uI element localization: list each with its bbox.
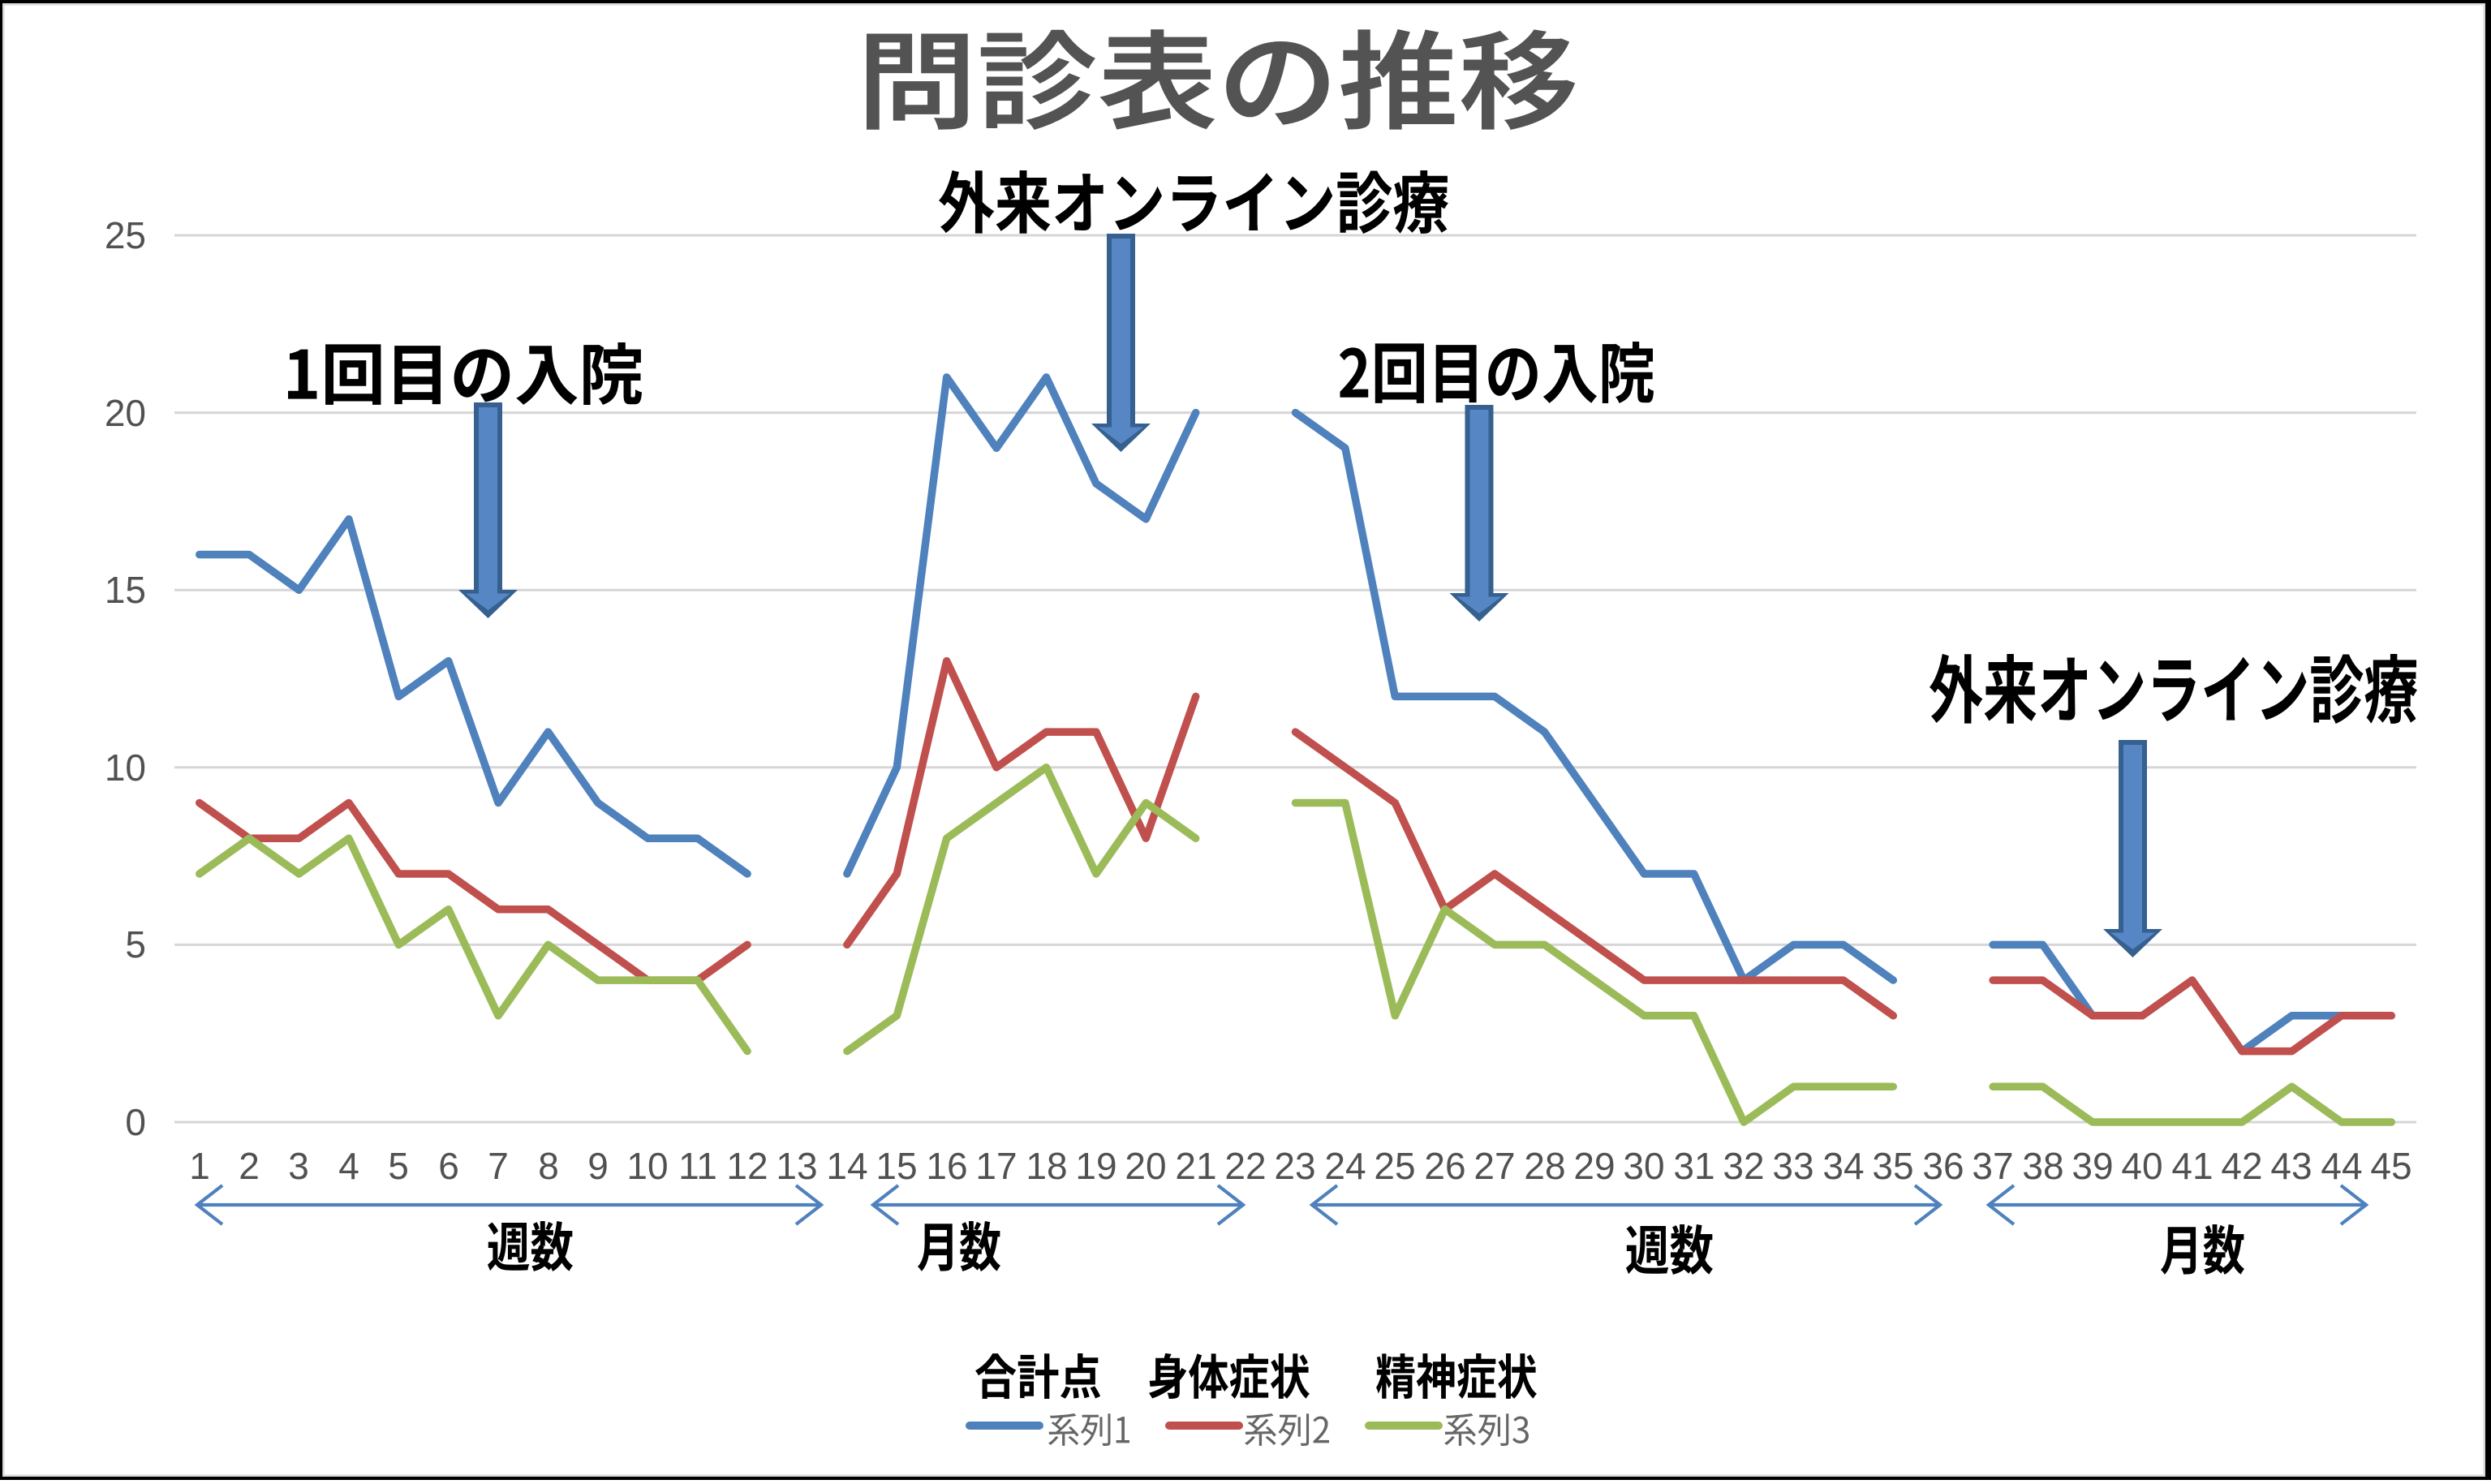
svg-text:31: 31: [1673, 1145, 1714, 1187]
svg-text:44: 44: [2321, 1145, 2362, 1187]
svg-text:18: 18: [1026, 1145, 1067, 1187]
svg-text:9: 9: [587, 1145, 609, 1187]
svg-text:25: 25: [105, 214, 146, 256]
svg-text:15: 15: [876, 1145, 917, 1187]
svg-text:40: 40: [2121, 1145, 2162, 1187]
svg-text:43: 43: [2270, 1145, 2312, 1187]
svg-text:26: 26: [1424, 1145, 1465, 1187]
svg-text:42: 42: [2221, 1145, 2262, 1187]
svg-text:4: 4: [338, 1145, 359, 1187]
svg-text:38: 38: [2022, 1145, 2063, 1187]
svg-text:15: 15: [105, 569, 146, 611]
svg-text:36: 36: [1922, 1145, 1964, 1187]
svg-text:41: 41: [2171, 1145, 2213, 1187]
svg-text:10: 10: [626, 1145, 668, 1187]
svg-text:23: 23: [1274, 1145, 1315, 1187]
svg-text:17: 17: [975, 1145, 1017, 1187]
svg-text:39: 39: [2072, 1145, 2113, 1187]
svg-text:35: 35: [1872, 1145, 1913, 1187]
svg-text:13: 13: [776, 1145, 817, 1187]
svg-text:5: 5: [125, 923, 146, 966]
svg-text:7: 7: [488, 1145, 509, 1187]
svg-text:27: 27: [1474, 1145, 1515, 1187]
svg-text:29: 29: [1573, 1145, 1615, 1187]
svg-text:20: 20: [1125, 1145, 1166, 1187]
svg-text:6: 6: [438, 1145, 459, 1187]
svg-text:19: 19: [1075, 1145, 1116, 1187]
svg-text:32: 32: [1723, 1145, 1764, 1187]
svg-text:10: 10: [105, 746, 146, 789]
svg-text:30: 30: [1623, 1145, 1664, 1187]
svg-text:3: 3: [288, 1145, 309, 1187]
svg-text:21: 21: [1175, 1145, 1216, 1187]
svg-text:28: 28: [1524, 1145, 1565, 1187]
svg-text:11: 11: [678, 1145, 717, 1187]
svg-text:22: 22: [1224, 1145, 1266, 1187]
svg-text:12: 12: [726, 1145, 768, 1187]
svg-text:1: 1: [189, 1145, 210, 1187]
svg-text:5: 5: [388, 1145, 409, 1187]
svg-text:34: 34: [1822, 1145, 1864, 1187]
svg-text:24: 24: [1324, 1145, 1366, 1187]
svg-text:16: 16: [926, 1145, 967, 1187]
svg-text:25: 25: [1374, 1145, 1415, 1187]
svg-text:14: 14: [826, 1145, 867, 1187]
svg-text:2: 2: [239, 1145, 260, 1187]
svg-text:0: 0: [125, 1101, 146, 1143]
svg-text:45: 45: [2370, 1145, 2411, 1187]
svg-text:37: 37: [1972, 1145, 2013, 1187]
svg-text:20: 20: [105, 392, 146, 434]
svg-text:8: 8: [538, 1145, 559, 1187]
svg-text:33: 33: [1772, 1145, 1813, 1187]
